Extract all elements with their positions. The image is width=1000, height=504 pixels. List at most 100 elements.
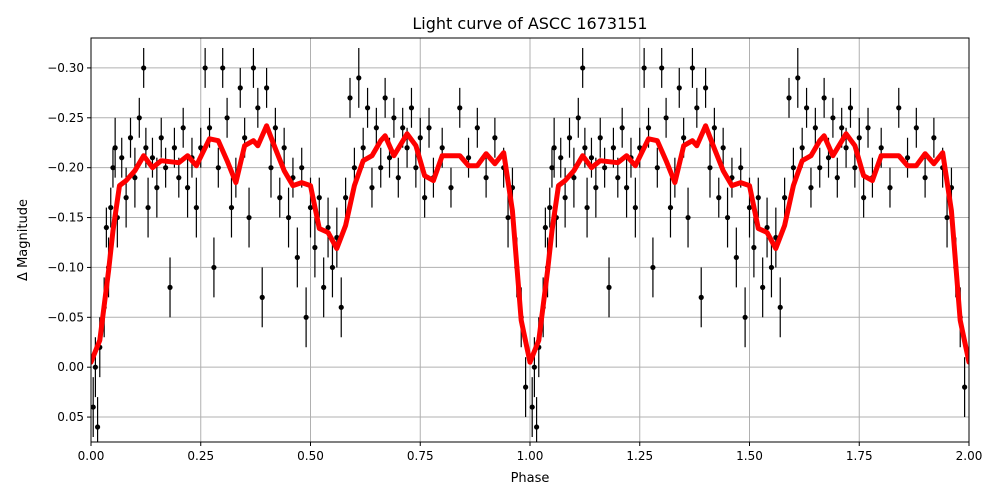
data-point bbox=[417, 135, 423, 141]
data-point bbox=[321, 284, 327, 290]
data-point bbox=[707, 165, 713, 171]
x-tick-label: 0.25 bbox=[187, 449, 214, 463]
y-tick-label: 0.00 bbox=[57, 360, 84, 374]
data-point bbox=[878, 145, 884, 151]
data-point bbox=[746, 204, 753, 211]
data-point bbox=[751, 244, 757, 251]
x-tick-label: 2.00 bbox=[956, 449, 983, 463]
data-point bbox=[650, 264, 656, 271]
data-point bbox=[347, 95, 353, 101]
data-point bbox=[698, 294, 704, 300]
data-point bbox=[329, 264, 336, 271]
data-point bbox=[360, 145, 366, 151]
data-point bbox=[645, 125, 652, 131]
data-point bbox=[108, 204, 114, 211]
data-point bbox=[325, 224, 331, 231]
data-point bbox=[307, 204, 314, 211]
data-point bbox=[250, 65, 257, 71]
data-point bbox=[531, 364, 537, 370]
y-tick-label: 0.05 bbox=[57, 410, 84, 424]
data-point bbox=[582, 145, 588, 151]
x-axis-ticks: 0.00 0.25 0.50 0.75 1.00 1.25 1.50 1.75 2.00 bbox=[78, 442, 983, 463]
data-point bbox=[615, 175, 621, 181]
data-point bbox=[580, 65, 586, 71]
data-point bbox=[562, 195, 568, 201]
data-point bbox=[220, 65, 226, 71]
data-point bbox=[768, 264, 775, 271]
chart-title: Light curve of ASCC 1673151 bbox=[412, 14, 647, 33]
data-point bbox=[422, 195, 428, 201]
data-point bbox=[386, 155, 393, 161]
data-point bbox=[549, 165, 555, 171]
data-point bbox=[742, 314, 748, 320]
model-line bbox=[91, 123, 533, 365]
data-point bbox=[584, 204, 590, 211]
data-point bbox=[711, 125, 717, 131]
data-point bbox=[795, 75, 801, 81]
x-tick-label: 0.50 bbox=[297, 449, 324, 463]
data-point bbox=[143, 145, 149, 151]
y-tick-label: −0.30 bbox=[47, 61, 84, 75]
data-point bbox=[184, 185, 191, 191]
data-point bbox=[176, 175, 182, 181]
data-point bbox=[571, 175, 577, 181]
data-point bbox=[703, 85, 709, 91]
data-point bbox=[716, 195, 722, 201]
data-point bbox=[676, 85, 682, 91]
data-point bbox=[312, 244, 318, 251]
data-point bbox=[738, 165, 744, 171]
data-point bbox=[94, 424, 101, 430]
data-point bbox=[378, 165, 384, 171]
data-point bbox=[689, 65, 696, 71]
data-point bbox=[91, 404, 96, 410]
data-point bbox=[830, 115, 836, 121]
data-point bbox=[755, 195, 761, 201]
data-point bbox=[597, 135, 603, 141]
data-point bbox=[364, 105, 371, 111]
data-point bbox=[180, 125, 186, 131]
data-point bbox=[786, 95, 792, 101]
model-curve bbox=[91, 123, 969, 365]
data-point bbox=[566, 135, 573, 141]
data-point bbox=[505, 214, 511, 221]
data-point bbox=[303, 314, 309, 320]
x-tick-label: 0.75 bbox=[407, 449, 434, 463]
data-point bbox=[944, 214, 950, 221]
data-point bbox=[167, 284, 173, 290]
data-point bbox=[171, 145, 178, 151]
data-point bbox=[112, 145, 118, 151]
data-point bbox=[720, 145, 726, 151]
data-point bbox=[610, 145, 617, 151]
data-point bbox=[483, 175, 489, 181]
data-point bbox=[268, 165, 274, 171]
data-point bbox=[439, 145, 445, 151]
data-point bbox=[457, 105, 463, 111]
data-point bbox=[158, 135, 164, 141]
data-point bbox=[685, 214, 691, 221]
data-point bbox=[92, 364, 98, 370]
y-axis-label: Δ Magnitude bbox=[16, 199, 31, 281]
data-point bbox=[558, 155, 564, 161]
y-axis-ticks: −0.30 −0.25 −0.20 −0.15 −0.10 −0.05 0.00 0.05 bbox=[47, 61, 91, 424]
data-point bbox=[369, 185, 375, 191]
data-point bbox=[391, 115, 397, 121]
data-point bbox=[103, 224, 109, 231]
data-point bbox=[551, 145, 557, 151]
data-point bbox=[694, 105, 700, 111]
data-point bbox=[803, 105, 810, 111]
data-point bbox=[575, 115, 581, 121]
data-point bbox=[619, 125, 625, 131]
data-point bbox=[448, 185, 454, 191]
data-point bbox=[426, 125, 432, 131]
data-point bbox=[913, 125, 919, 131]
data-point bbox=[413, 165, 419, 171]
data-point bbox=[654, 165, 660, 171]
grid bbox=[90, 38, 970, 442]
data-point bbox=[110, 165, 116, 171]
data-point bbox=[215, 165, 221, 171]
data-point bbox=[542, 224, 548, 231]
data-point bbox=[865, 125, 871, 131]
data-point bbox=[193, 204, 199, 211]
data-point bbox=[123, 195, 129, 201]
data-point bbox=[145, 204, 151, 211]
